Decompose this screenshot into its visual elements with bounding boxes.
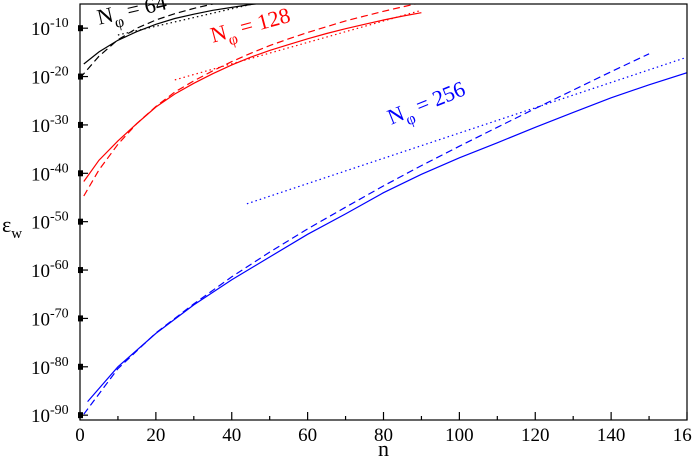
y-tick-label: 10-60 <box>31 258 69 282</box>
annotation-value: = 256 <box>407 76 469 120</box>
x-tick-label: 40 <box>222 425 241 446</box>
y-tick-base: 10 <box>31 261 50 282</box>
y-tick-label: 10-30 <box>31 113 69 137</box>
series-line-4-solid <box>83 12 422 182</box>
y-tick-exponent: -70 <box>50 306 69 321</box>
y-tick-exponent: -60 <box>50 258 69 273</box>
y-axis-title-subscript: w <box>11 226 22 242</box>
y-tick-label: 10-50 <box>31 210 69 234</box>
y-axis-title-main: ε <box>2 212 11 237</box>
y-tick-exponent: -40 <box>50 161 69 176</box>
x-tick-label: 80 <box>374 425 393 446</box>
x-tick-label: 0 <box>75 425 85 446</box>
y-tick-marker <box>78 121 83 128</box>
y-tick-exponent: -90 <box>50 403 69 418</box>
series-line-8-dashed <box>83 53 650 415</box>
x-tick-label: 120 <box>521 425 550 446</box>
y-tick-base: 10 <box>31 19 50 40</box>
y-tick-marker <box>78 218 83 225</box>
plot-frame <box>79 3 688 421</box>
y-axis-title: εw <box>2 212 22 242</box>
y-tick-marker <box>78 412 83 419</box>
series-annotation: Nφ = 64 <box>94 0 170 36</box>
series-line-6-dotted <box>174 9 422 81</box>
y-tick-base: 10 <box>31 68 50 89</box>
y-tick-marker <box>78 267 83 274</box>
y-tick-exponent: -10 <box>50 16 69 31</box>
y-tick-label: 10-70 <box>31 306 69 330</box>
y-tick-base: 10 <box>31 406 50 427</box>
y-tick-label: 10-80 <box>31 355 69 379</box>
y-tick-label: 10-10 <box>31 16 69 40</box>
y-tick-label: 10-20 <box>31 65 69 89</box>
x-tick-labels: 0 20 40 60 80 100 120 140 160 <box>75 425 692 446</box>
y-tick-base: 10 <box>31 358 50 379</box>
series-annotation: Nφ = 256 <box>384 76 471 135</box>
x-tick-label: 20 <box>146 425 165 446</box>
annotation-subscript: φ <box>227 30 240 49</box>
y-tick-base: 10 <box>31 213 50 234</box>
series-line-7-solid <box>87 72 687 402</box>
annotation-symbol: N <box>94 2 115 30</box>
annotation-symbol: N <box>208 19 230 47</box>
y-tick-marker <box>78 170 83 177</box>
series-layer <box>80 4 687 415</box>
series-line-5-dashed <box>83 4 418 197</box>
y-tick-marker <box>78 363 83 370</box>
y-tick-base: 10 <box>31 164 50 185</box>
x-tick-label: 60 <box>298 425 317 446</box>
y-tick-marker <box>78 25 83 32</box>
y-tick-marker <box>78 73 83 80</box>
y-tick-label: 10-40 <box>31 161 69 185</box>
y-tick-marker <box>78 315 83 322</box>
annotation-subscript: φ <box>113 13 126 32</box>
series-line-9-dotted <box>246 56 687 205</box>
series-annotation: Nφ = 128 <box>208 2 295 53</box>
series-line-2-dashed <box>80 4 216 79</box>
x-tick-label: 100 <box>445 425 474 446</box>
x-tick-label: 140 <box>597 425 626 446</box>
ticks-layer <box>78 25 688 420</box>
y-tick-exponent: -20 <box>50 65 69 80</box>
series-line-3-dotted <box>117 4 256 36</box>
x-tick-label: 160 <box>673 425 692 446</box>
y-tick-label: 10-90 <box>31 403 69 427</box>
y-tick-exponent: -30 <box>50 113 69 128</box>
y-tick-exponent: -50 <box>50 210 69 225</box>
annotation-value: = 64 <box>119 0 169 24</box>
series-line-1-solid <box>83 4 262 65</box>
x-axis-title: n <box>378 436 389 458</box>
annotation-value: = 128 <box>232 2 293 41</box>
y-tick-base: 10 <box>31 309 50 330</box>
y-tick-labels: 10-1010-2010-3010-4010-5010-6010-7010-80… <box>31 16 69 427</box>
y-tick-exponent: -80 <box>50 355 69 370</box>
y-tick-base: 10 <box>31 116 50 137</box>
